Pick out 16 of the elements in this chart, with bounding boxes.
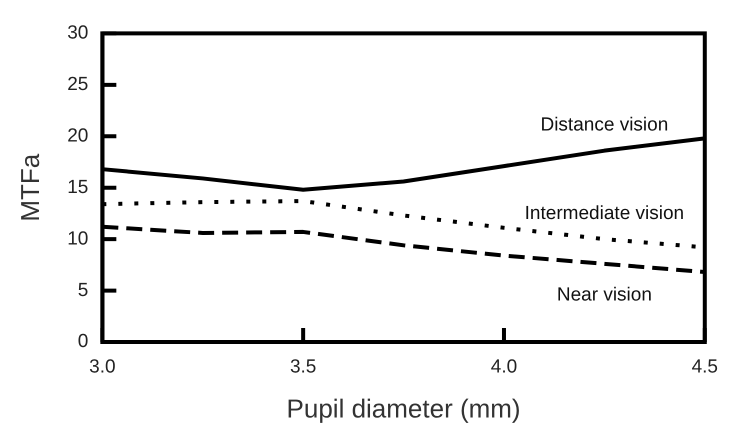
y-tick-label: 0 <box>78 331 88 352</box>
y-tick-label: 25 <box>67 74 88 96</box>
y-axis-title: MTFa <box>14 153 45 222</box>
series-label: Distance vision <box>540 114 668 136</box>
y-tick-label: 5 <box>78 280 88 301</box>
x-tick-label: 3.0 <box>89 356 116 378</box>
y-tick-label: 30 <box>67 22 88 44</box>
x-tick-label: 4.0 <box>490 356 518 378</box>
y-tick-label: 15 <box>67 176 88 198</box>
x-tick-label: 3.5 <box>290 356 316 378</box>
y-tick-label: 10 <box>67 228 88 250</box>
series-label: Intermediate vision <box>524 202 684 224</box>
x-tick-label: 4.5 <box>692 356 718 378</box>
x-axis-title: Pupil diameter (mm) <box>286 394 521 424</box>
y-tick-label: 20 <box>67 126 88 146</box>
series-label: Near vision <box>556 284 652 306</box>
